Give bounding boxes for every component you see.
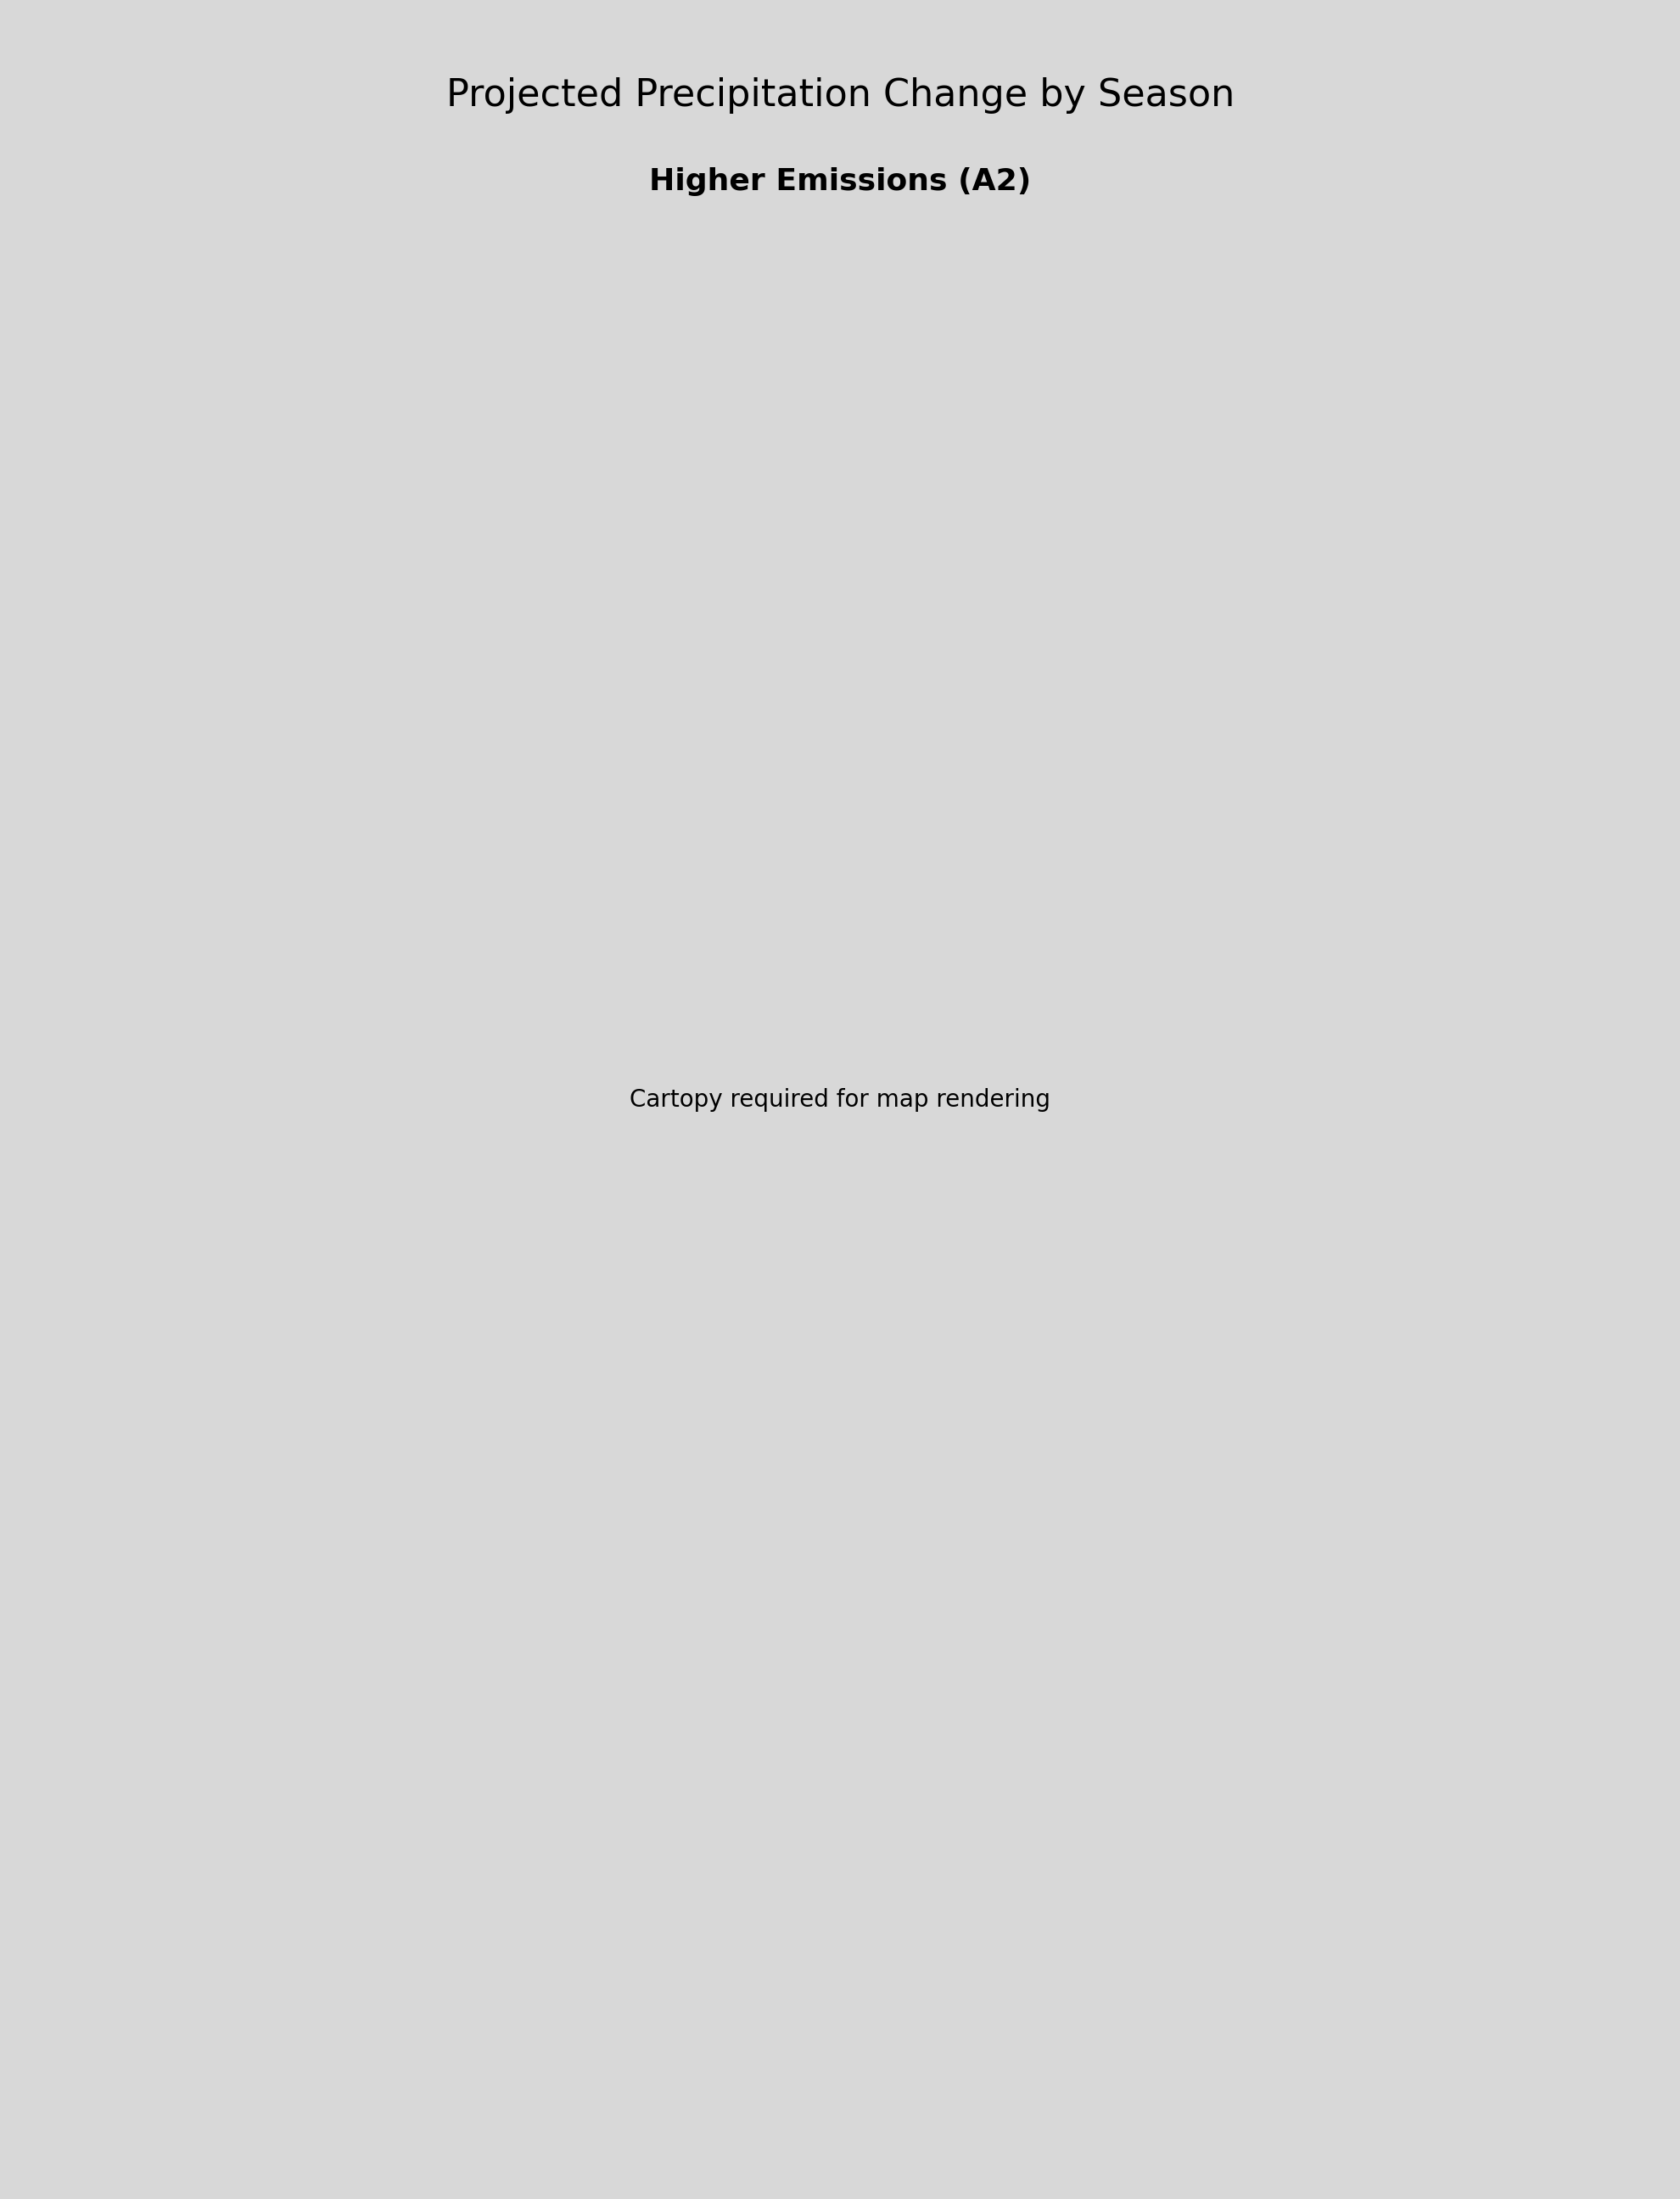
Text: Cartopy required for map rendering: Cartopy required for map rendering: [630, 1089, 1050, 1110]
Text: Higher Emissions (A2): Higher Emissions (A2): [648, 167, 1032, 196]
Text: Projected Precipitation Change by Season: Projected Precipitation Change by Season: [445, 77, 1235, 114]
